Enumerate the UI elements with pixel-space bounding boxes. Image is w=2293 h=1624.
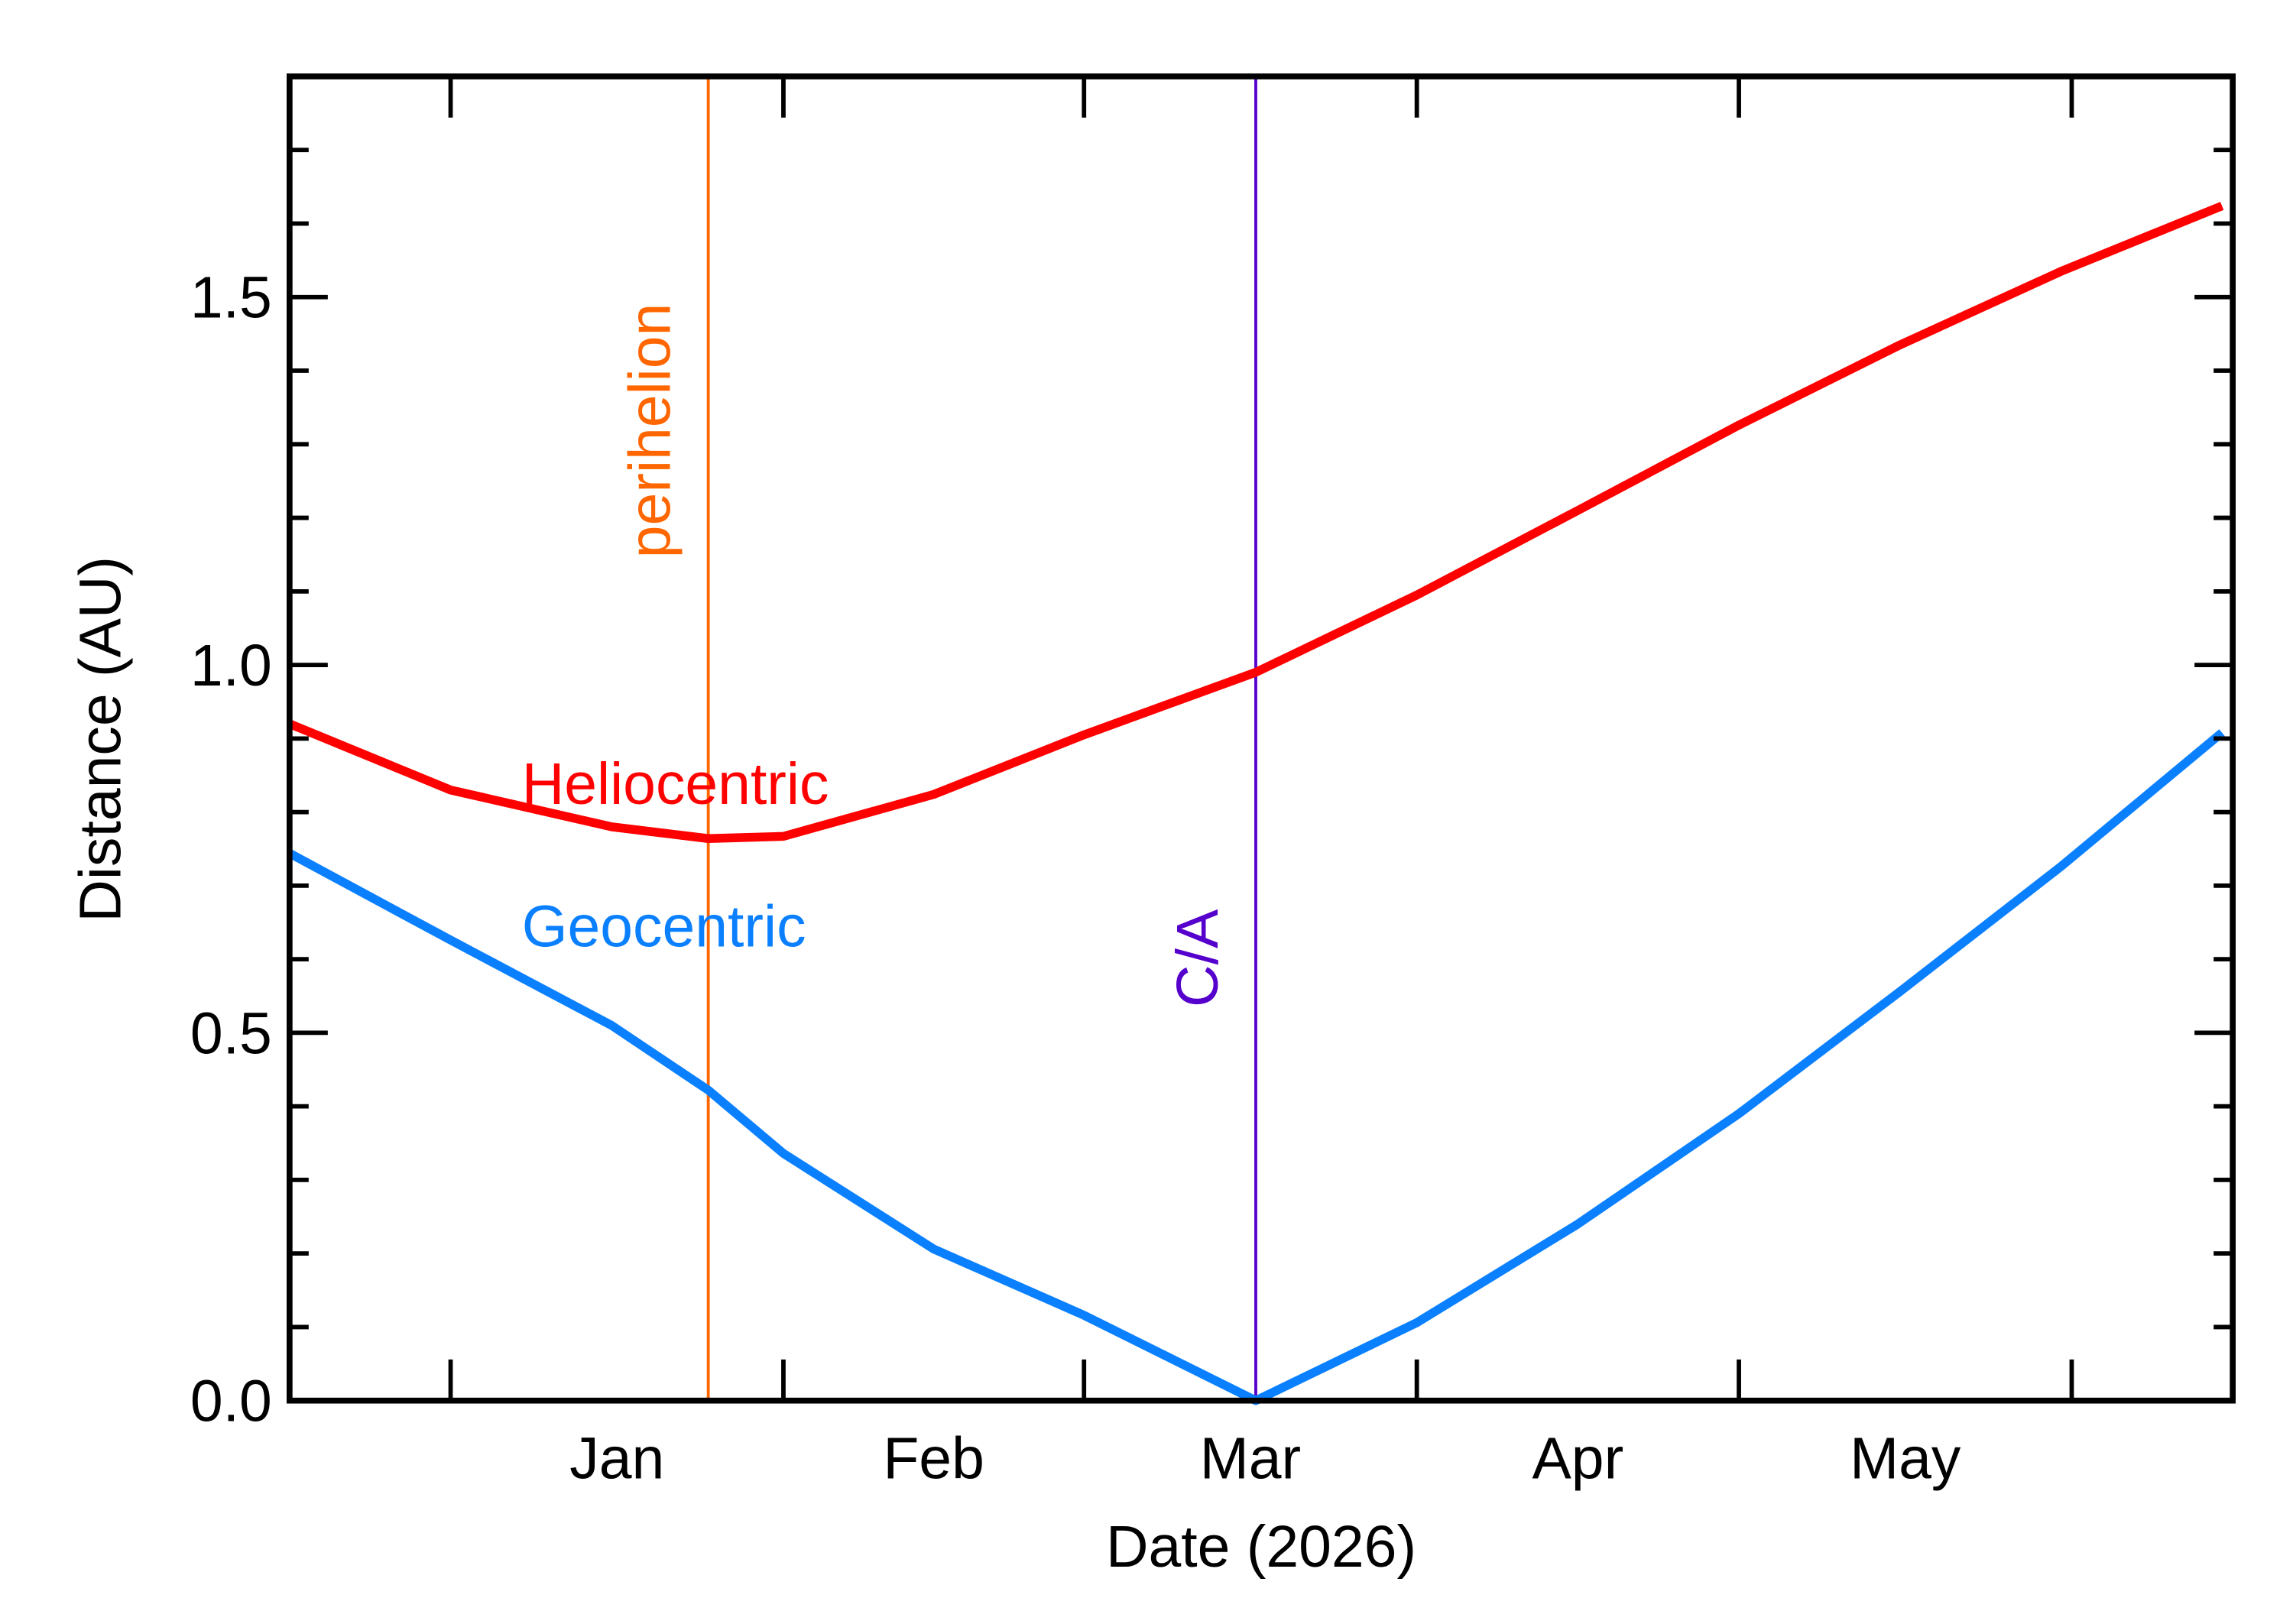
y-tick-label: 0.5	[190, 1000, 272, 1066]
annotation-label: perihelion	[618, 303, 683, 559]
x-category-label: Apr	[1532, 1426, 1624, 1492]
y-tick-label: 0.0	[190, 1369, 272, 1434]
series-line	[287, 729, 2225, 1405]
x-axis-label: Date (2026)	[1106, 1514, 1416, 1580]
y-tick-label: 1.0	[190, 633, 272, 699]
y-axis-label: Distance (AU)	[68, 556, 134, 922]
y-tick-label: 1.5	[190, 265, 272, 331]
series-line	[287, 202, 2224, 844]
series-label: Geocentric	[522, 893, 806, 959]
x-category-label: Mar	[1200, 1426, 1301, 1492]
x-category-label: Jan	[569, 1426, 664, 1492]
x-category-label: Feb	[883, 1426, 984, 1492]
x-category-label: May	[1850, 1426, 1961, 1492]
annotation-label: C/A	[1165, 909, 1231, 1007]
series-label: Heliocentric	[522, 751, 829, 817]
